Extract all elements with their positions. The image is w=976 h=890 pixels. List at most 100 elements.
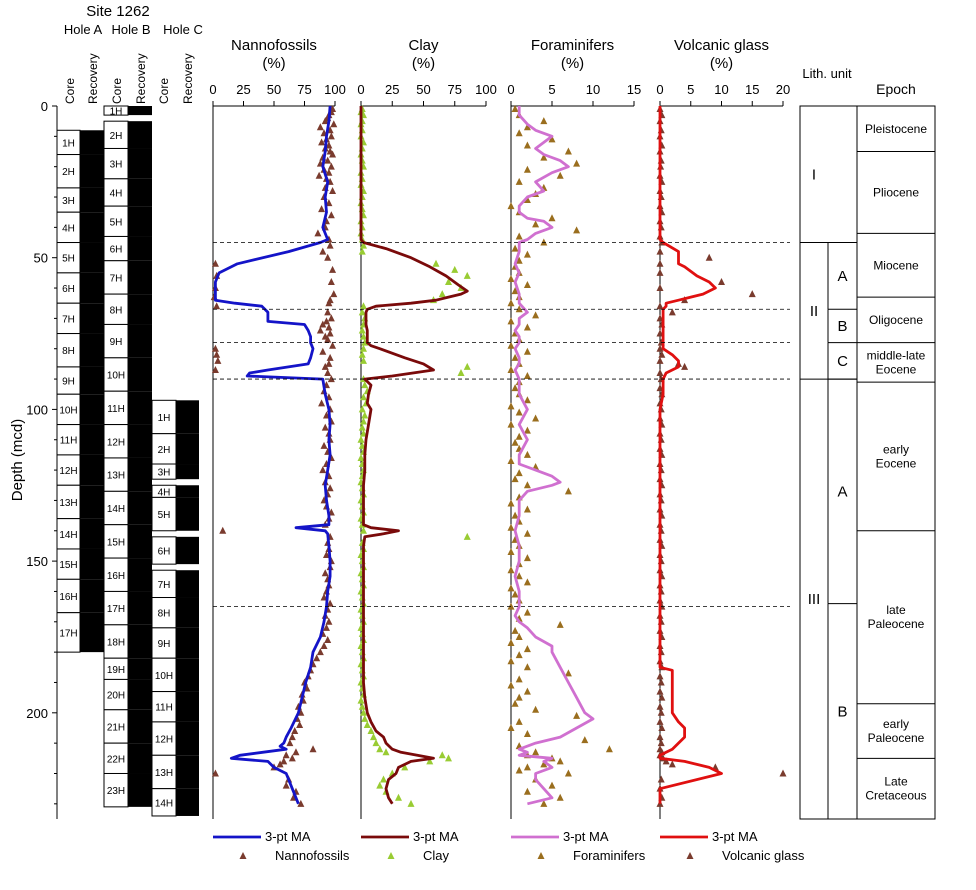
- depth-tick-label: 100: [26, 402, 48, 417]
- depth-axis: 0 50 100 150 200: [26, 99, 58, 819]
- data-point: [329, 150, 337, 158]
- data-point: [327, 277, 335, 285]
- hole-b-recovery-bar: [128, 679, 152, 710]
- data-point: [564, 669, 572, 677]
- hole-a-recovery-bar: [80, 333, 104, 367]
- data-point: [291, 727, 299, 735]
- hole-b-core-label: 5H: [110, 217, 123, 228]
- data-point: [319, 247, 327, 255]
- data-point: [321, 423, 329, 431]
- hole-b-core-label: 13H: [107, 471, 125, 482]
- data-point: [511, 105, 519, 113]
- data-point: [511, 384, 519, 392]
- data-point: [360, 429, 367, 437]
- data-point: [213, 302, 221, 310]
- data-point: [540, 117, 548, 125]
- lith-unit-label: I: [812, 166, 816, 183]
- hole-c-core-box: [151, 788, 177, 817]
- data-point: [523, 196, 531, 204]
- hole-b-core-label: 2H: [110, 131, 123, 142]
- hole-c-core-label: 3H: [158, 468, 171, 479]
- hole-a-core-label: 13H: [59, 498, 77, 509]
- lith-unit-label: III: [808, 591, 821, 608]
- hole-a-recovery-bar: [80, 485, 104, 519]
- data-point: [515, 432, 523, 440]
- data-point: [327, 314, 335, 322]
- data-point: [358, 702, 366, 710]
- lith-subunit-label: B: [837, 318, 847, 335]
- data-point: [325, 617, 333, 625]
- hole-b-recovery-bar: [128, 624, 152, 659]
- epoch-label: Oligocene: [869, 313, 923, 327]
- data-point: [573, 226, 581, 234]
- data-point: [532, 705, 540, 713]
- hole-a-core-header: Core: [63, 78, 77, 104]
- data-point: [507, 317, 515, 325]
- data-point: [276, 760, 284, 768]
- hole-b-recovery-bar: [128, 591, 152, 625]
- data-point: [523, 426, 531, 434]
- legend-point-swatch: [387, 852, 395, 859]
- data-point: [548, 135, 556, 143]
- data-point: [507, 602, 515, 610]
- lith-header: Lith. unit: [802, 66, 852, 81]
- data-point: [211, 259, 219, 267]
- hole-b-recovery-bar: [128, 236, 152, 261]
- data-point: [318, 138, 326, 146]
- panel-tick-label: 0: [357, 82, 364, 97]
- hole-b-title: Hole B: [111, 22, 150, 37]
- data-point: [532, 748, 540, 756]
- data-point: [656, 687, 664, 695]
- panel-tick-label: 50: [267, 82, 281, 97]
- panel-title: Clay: [408, 37, 439, 54]
- data-point: [309, 745, 317, 753]
- panel-tick-label: 75: [297, 82, 311, 97]
- data-point: [407, 799, 415, 807]
- panel-tick-label: 50: [416, 82, 430, 97]
- moving-average-line: [513, 106, 595, 806]
- data-point: [523, 450, 531, 458]
- panel-title: Volcanic glass: [674, 37, 769, 54]
- epoch-column: Pleistocene Pliocene Miocene Oligocene middl…: [856, 105, 936, 820]
- data-point: [515, 632, 523, 640]
- data-point: [656, 247, 664, 255]
- hole-c-core-box: [151, 627, 177, 659]
- hole-b-recovery-bar: [128, 294, 152, 325]
- data-point: [314, 229, 322, 237]
- data-point: [319, 347, 327, 355]
- depth-tick-label: 150: [26, 554, 48, 569]
- panel-unit: (%): [710, 55, 733, 72]
- hole-a-recovery-bar: [80, 130, 104, 155]
- data-point: [463, 271, 471, 279]
- data-point: [523, 481, 531, 489]
- data-point: [523, 372, 531, 380]
- hole-a-core-label: 14H: [59, 530, 77, 541]
- data-point: [507, 341, 515, 349]
- data-point: [556, 620, 564, 628]
- lith-subunit-label: A: [837, 483, 847, 500]
- data-point: [564, 769, 572, 777]
- hole-b-recovery-bar: [128, 658, 152, 680]
- data-point: [313, 654, 321, 662]
- data-point: [515, 232, 523, 240]
- hole-b-recovery-bar: [128, 324, 152, 358]
- panel-tick-label: 20: [776, 82, 790, 97]
- data-point: [319, 466, 327, 474]
- hole-a-recovery-bar: [80, 366, 104, 395]
- hole-c-core-label: 5H: [158, 510, 171, 521]
- hole-a-recovery-bar: [80, 424, 104, 455]
- data-point: [507, 456, 515, 464]
- data-point: [573, 159, 581, 167]
- hole-c-recovery-bar: [176, 400, 199, 434]
- epoch-label: early Eocene: [876, 442, 917, 470]
- hole-b-recovery-bar: [128, 121, 152, 149]
- data-point: [523, 645, 531, 653]
- data-point: [316, 123, 324, 131]
- data-point: [656, 672, 664, 680]
- data-point: [540, 153, 548, 161]
- data-point: [321, 569, 329, 577]
- hole-c-title: Hole C: [163, 22, 203, 37]
- data-point: [511, 699, 519, 707]
- hole-a-recovery-bar: [80, 272, 104, 304]
- data-point: [327, 132, 335, 140]
